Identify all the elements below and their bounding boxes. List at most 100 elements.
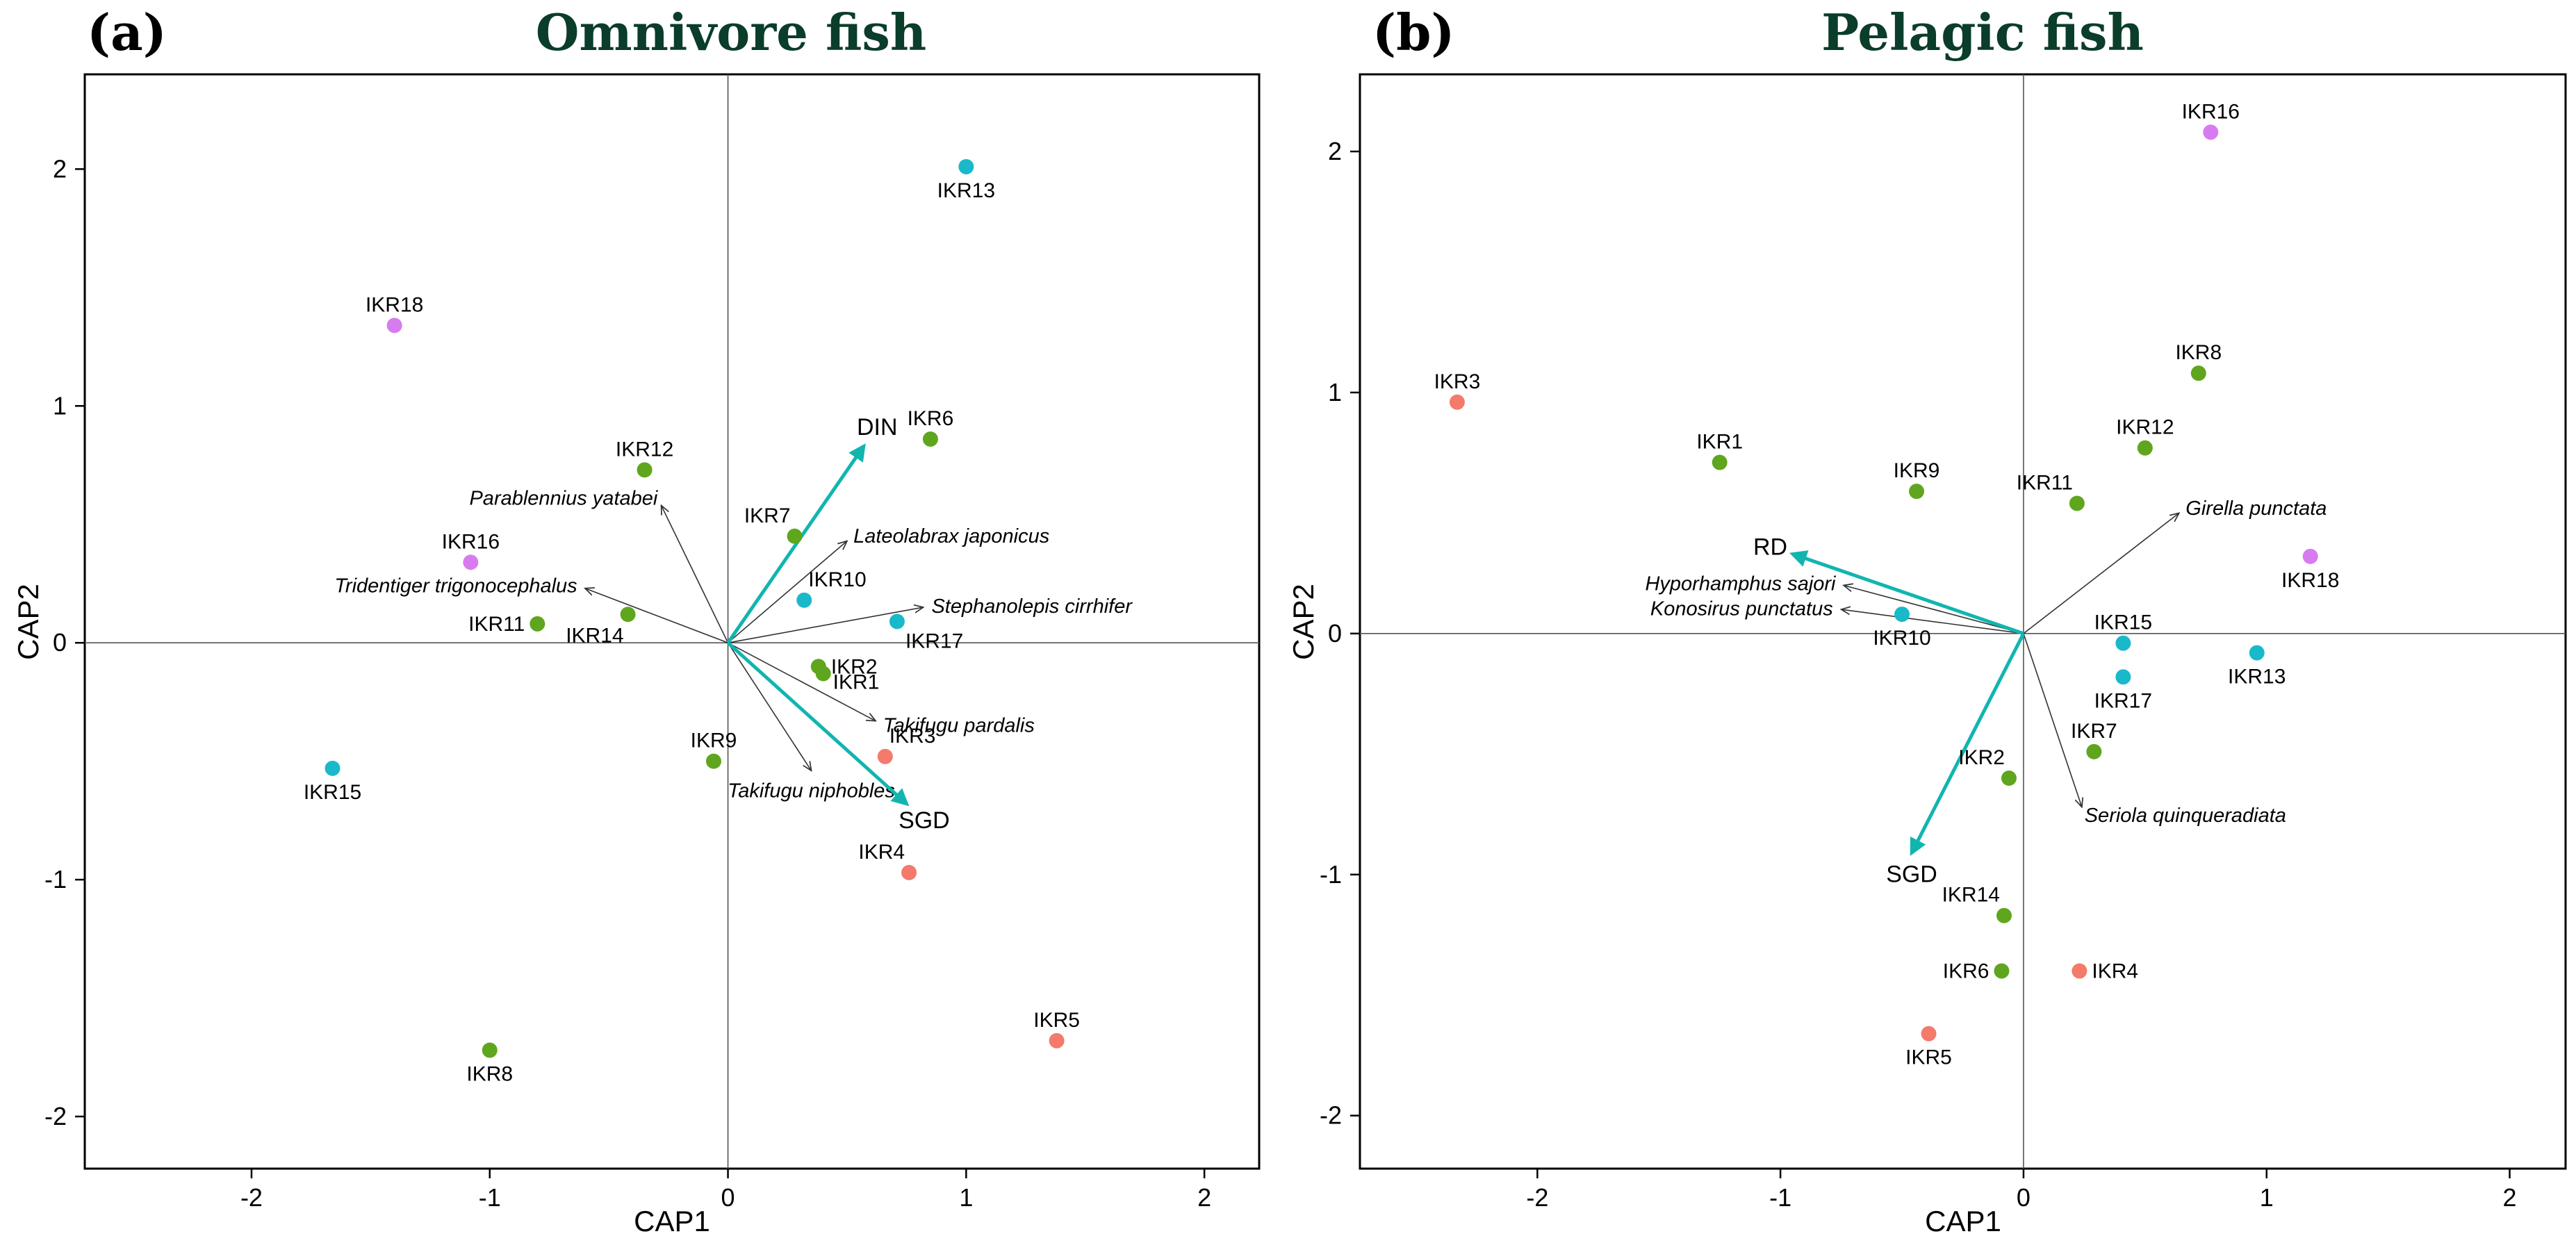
env-vector-arrow xyxy=(1910,632,2026,856)
x-tick-label: 1 xyxy=(959,1183,973,1212)
sample-point xyxy=(463,554,479,570)
sample-point xyxy=(1894,607,1910,623)
y-tick-label: 0 xyxy=(1328,619,1342,648)
env-vector-label: SGD xyxy=(1886,862,1937,888)
y-tick-label: 0 xyxy=(53,628,67,657)
x-tick-label: -2 xyxy=(240,1183,263,1212)
sample-point-label: IKR9 xyxy=(691,730,737,752)
sample-point xyxy=(637,462,653,478)
sample-point-label: IKR13 xyxy=(937,179,995,202)
sample-point-label: IKR17 xyxy=(905,630,963,653)
sample-point xyxy=(787,528,803,544)
species-vector-label: Hyporhamphus sajori xyxy=(1645,573,1837,595)
sample-point-label: IKR8 xyxy=(2175,341,2222,364)
sample-point-label: IKR15 xyxy=(304,781,361,804)
species-vector-arrow xyxy=(728,541,847,643)
env-vector-arrow xyxy=(726,641,910,807)
species-vector-arrow xyxy=(1841,609,2024,634)
env-vector-arrow xyxy=(1789,550,2024,636)
sample-point-label: IKR1 xyxy=(1696,431,1743,454)
sample-point xyxy=(705,753,721,769)
env-vector-arrow xyxy=(726,443,866,644)
species-vector-label: Tridentiger trigonocephalus xyxy=(334,575,577,597)
y-tick-label: -1 xyxy=(1320,860,1342,889)
species-vector-arrow xyxy=(585,588,728,643)
sample-point-label: IKR14 xyxy=(566,624,623,647)
y-axis-title: CAP2 xyxy=(1287,584,1320,660)
sample-point-label: IKR2 xyxy=(831,655,878,678)
species-vector-arrow xyxy=(662,505,729,643)
sample-point-label: IKR14 xyxy=(1942,884,2000,907)
sample-point-label: IKR12 xyxy=(2116,416,2174,439)
env-vector-label: DIN xyxy=(857,414,898,440)
panel-letter-a: (a) xyxy=(87,3,167,62)
species-vector-label: Stephanolepis cirrhifer xyxy=(931,595,1133,618)
sample-point-label: IKR17 xyxy=(2094,689,2152,712)
sample-point-label: IKR2 xyxy=(1958,746,2005,769)
sample-point-label: IKR11 xyxy=(2017,472,2073,495)
y-tick-label: -2 xyxy=(1320,1101,1342,1130)
x-tick-label: 0 xyxy=(2017,1183,2031,1212)
env-vector-label: SGD xyxy=(899,807,950,834)
sample-point xyxy=(877,748,893,764)
sample-point-label: IKR8 xyxy=(466,1063,513,1086)
sample-point xyxy=(1909,484,1925,500)
sample-point-label: IKR3 xyxy=(1434,370,1481,393)
species-vector-label: Konosirus punctatus xyxy=(1650,598,1833,620)
sample-point xyxy=(2249,645,2265,661)
panel-title-pelagic: Pelagic fish xyxy=(1821,3,2144,62)
species-vector-label: Girella punctata xyxy=(2185,497,2327,520)
species-vector-label: Seriola quinqueradiata xyxy=(2085,805,2286,827)
sample-point-label: IKR9 xyxy=(1894,459,1940,482)
y-tick-label: 2 xyxy=(1328,137,1342,165)
sample-point xyxy=(901,864,917,880)
sample-point-label: IKR7 xyxy=(2071,720,2117,743)
sample-point-label: IKR7 xyxy=(744,504,791,527)
panel-letter-b: (b) xyxy=(1372,3,1454,62)
sample-point-label: IKR4 xyxy=(858,841,905,864)
sample-point-label: IKR18 xyxy=(2281,569,2339,592)
sample-point xyxy=(1449,394,1465,410)
x-tick-label: -1 xyxy=(479,1183,501,1212)
sample-point-label: IKR10 xyxy=(808,568,866,591)
y-tick-label: 1 xyxy=(53,391,67,420)
species-vector-label: Takifugu niphobles xyxy=(728,780,895,802)
sample-point xyxy=(2086,743,2102,759)
plot-frame xyxy=(83,73,1261,1170)
species-vector-arrow xyxy=(728,642,876,720)
species-vector-arrow xyxy=(2023,513,2179,634)
panel-pelagic-fish: (b) Pelagic fish -2 -1 0 1 2 -2 -1 0 1 2 Girella … xyxy=(1287,3,2567,1237)
panel-title-omnivore: Omnivore fish xyxy=(536,3,927,62)
sample-point xyxy=(922,431,938,447)
env-vector-label: RD xyxy=(1753,534,1787,560)
sample-point xyxy=(530,616,545,632)
sample-point-label: IKR6 xyxy=(1943,960,1990,983)
sample-point-label: IKR11 xyxy=(468,613,525,636)
sample-point-label: IKR5 xyxy=(1905,1046,1952,1069)
sample-point xyxy=(1994,963,2010,979)
x-tick-label: -1 xyxy=(1769,1183,1791,1212)
sample-point xyxy=(889,613,905,629)
sample-point-label: IKR5 xyxy=(1033,1009,1080,1032)
sample-point xyxy=(325,760,341,776)
x-tick-label: 2 xyxy=(2503,1183,2517,1212)
species-vector-arrow xyxy=(2023,633,2082,807)
sample-point xyxy=(2001,770,2017,786)
sample-point-label: IKR13 xyxy=(2228,666,2286,689)
x-axis-title: CAP1 xyxy=(1925,1205,2001,1237)
sample-point xyxy=(2190,365,2206,381)
sample-point-label: IKR1 xyxy=(833,671,880,694)
species-vector-label: Takifugu pardalis xyxy=(883,714,1035,736)
sample-point xyxy=(2137,440,2153,456)
species-vector-label: Lateolabrax japonicus xyxy=(853,525,1049,547)
sample-point-label: IKR16 xyxy=(2182,100,2240,123)
sample-point xyxy=(1996,907,2012,923)
y-tick-label: 2 xyxy=(53,154,67,183)
sample-point-label: IKR18 xyxy=(366,293,423,316)
species-vector-arrow xyxy=(1844,585,2024,634)
y-tick-label: -2 xyxy=(44,1102,67,1130)
x-axis-title: CAP1 xyxy=(634,1205,710,1237)
sample-point xyxy=(2115,635,2131,651)
sample-point xyxy=(2072,963,2087,979)
